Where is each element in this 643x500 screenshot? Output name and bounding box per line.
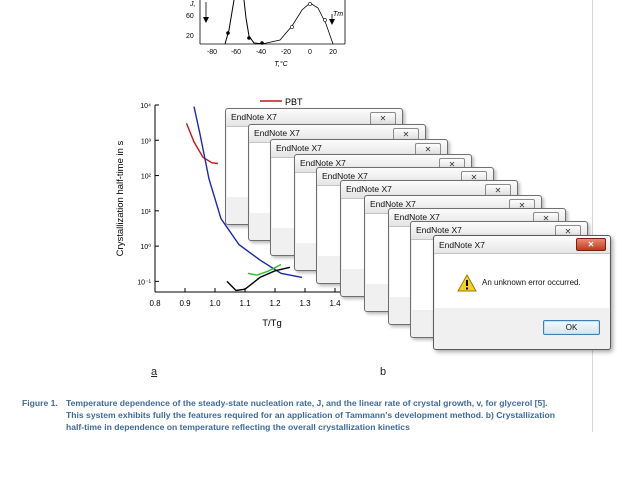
x-tick-label: 1.1 xyxy=(239,299,251,308)
series-line-2 xyxy=(226,266,291,292)
top-chart-xtick: 0 xyxy=(308,49,312,56)
caption-number: Figure 1. xyxy=(22,398,58,408)
x-tick-label: 0.9 xyxy=(179,299,191,308)
top-chart-curve-left-2 xyxy=(243,0,265,45)
dialog-body xyxy=(342,199,365,269)
dialog-title: EndNote X7 xyxy=(254,128,300,138)
x-tick-label: 1.2 xyxy=(269,299,281,308)
main-chart: 0.8 0.9 1.0 1.1 1.2 1.3 1.4 10⁴ 10³ 10² 10¹ 10⁰ 10⁻¹… xyxy=(115,97,365,329)
top-chart-ytick: 60 xyxy=(186,13,194,20)
top-chart-xtick: -80 xyxy=(207,49,217,56)
top-chart-xtick: -60 xyxy=(231,49,241,56)
x-axis-label: T/Tg xyxy=(262,318,282,329)
dialog-title: EndNote X7 xyxy=(394,212,440,222)
dialog-body xyxy=(412,240,435,310)
y-tick-label: 10² xyxy=(141,174,152,181)
y-tick-label: 10⁰ xyxy=(140,243,151,251)
close-icon[interactable]: ✕ xyxy=(370,112,396,125)
x-tick-label: 0.8 xyxy=(149,299,161,308)
y-tick-label: 10⁴ xyxy=(140,103,151,110)
top-chart-point xyxy=(226,31,230,35)
dialog-title: EndNote X7 xyxy=(322,171,368,181)
main-chart-series xyxy=(185,106,303,292)
dialog-title: EndNote X7 xyxy=(370,199,416,209)
x-tick-label: 1.3 xyxy=(299,299,311,308)
top-chart-xtick: -20 xyxy=(281,49,291,56)
top-chart-curve-left xyxy=(224,0,235,45)
y-tick-label: 10³ xyxy=(141,138,152,145)
top-chart-point xyxy=(260,41,264,45)
dialog-body xyxy=(318,186,341,256)
top-chart-point xyxy=(323,18,327,22)
top-chart-xlabel: T,°C xyxy=(274,60,288,68)
dialog-titlebar[interactable] xyxy=(434,236,610,254)
dialog-title: EndNote X7 xyxy=(231,112,277,122)
top-chart: J, 60 20 Tm -80 -60 -40 -20 0 20 T,°C xyxy=(186,0,346,68)
series-line-1 xyxy=(193,106,303,279)
x-tick-label: 1.0 xyxy=(209,299,221,308)
top-chart-ylabel: J, xyxy=(189,1,196,8)
top-chart-ytick: 20 xyxy=(186,33,194,40)
dialog-title: EndNote X7 xyxy=(416,225,462,235)
close-button[interactable]: ✕ xyxy=(576,238,606,251)
panel-label-a: a xyxy=(151,366,158,378)
top-chart-annotation: Tm xyxy=(333,11,343,18)
top-chart-xtick: 20 xyxy=(329,49,337,56)
dialog-body xyxy=(272,158,295,228)
dialog-body xyxy=(227,127,250,197)
y-tick-label: 10⁻¹ xyxy=(137,279,151,286)
legend-label: PBT xyxy=(285,97,303,107)
y-tick-label: 10¹ xyxy=(141,209,152,216)
panel-label-b: b xyxy=(380,366,387,378)
dialog-title: EndNote X7 xyxy=(276,143,322,153)
top-chart-xticks: -80 -60 -40 -20 0 20 xyxy=(207,49,337,56)
main-chart-legend: PBT xyxy=(260,97,303,107)
dialog-body xyxy=(366,214,389,284)
series-line-0 xyxy=(185,123,219,165)
top-chart-xtick: -40 xyxy=(256,49,266,56)
top-chart-point xyxy=(308,2,312,6)
dialog-title: EndNote X7 xyxy=(439,240,485,250)
warning-icon xyxy=(457,274,477,292)
y-axis-label: Crystallization half-time in s xyxy=(115,140,126,256)
x-tick-label: 1.4 xyxy=(329,299,341,308)
main-chart-axes: 0.8 0.9 1.0 1.1 1.2 1.3 1.4 10⁴ 10³ 10² 10¹ 10⁰ 10⁻¹… xyxy=(115,103,365,329)
top-chart-point xyxy=(290,25,294,29)
dialog-title: EndNote X7 xyxy=(300,158,346,168)
dialog-content: An unknown error occurred. xyxy=(435,254,609,308)
series-line-3 xyxy=(247,263,282,276)
top-chart-point xyxy=(247,36,251,40)
ok-button[interactable]: OK xyxy=(543,320,600,335)
dialog-title: EndNote X7 xyxy=(346,184,392,194)
error-dialog[interactable]: EndNote X7 ✕ An unknown error occurred. … xyxy=(433,235,611,350)
page-edge xyxy=(592,0,593,432)
caption-text: Temperature dependence of the steady-sta… xyxy=(66,398,555,432)
error-message: An unknown error occurred. xyxy=(482,278,581,287)
